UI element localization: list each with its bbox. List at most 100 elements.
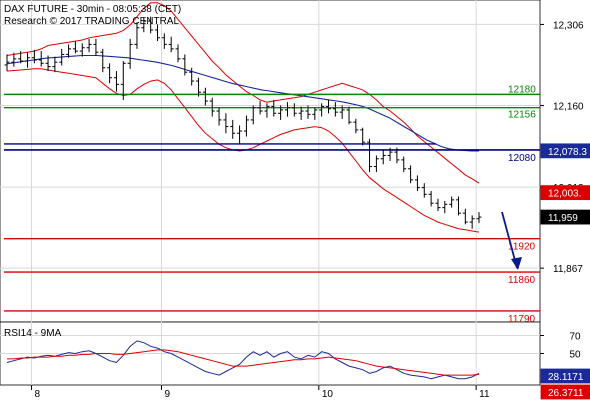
price-bar: [449, 196, 455, 208]
level-label-12156: 12156: [508, 110, 536, 121]
price-bar: [45, 55, 51, 72]
price-bar: [209, 97, 215, 117]
bollinger-upper-path: [6, 2, 480, 184]
price-bar: [141, 17, 147, 33]
price-bar: [148, 16, 154, 34]
price-bar: [264, 103, 270, 118]
price-bar: [408, 165, 414, 184]
tag-bollinger-text: 12,003.: [548, 189, 581, 200]
price-bar: [373, 155, 379, 173]
arrow-head: [511, 257, 522, 270]
price-bar: [284, 102, 290, 117]
y-tick-label: 11,867: [553, 264, 583, 275]
price-bar: [31, 49, 37, 64]
price-bar: [421, 183, 427, 198]
price-bar: [216, 107, 222, 126]
price-bar: [72, 41, 78, 54]
price-bar: [107, 63, 113, 84]
price-bar: [189, 67, 195, 86]
price-bar: [305, 105, 311, 119]
price-bar: [291, 103, 297, 117]
chart-copyright: Research © 2017 TRADING CENTRAL: [4, 16, 179, 27]
forecast-arrow: [501, 211, 522, 270]
price-bar: [455, 196, 461, 216]
y-tick-label: 12,160: [553, 101, 584, 112]
tag-moving-average-text: 12,078.3: [548, 147, 587, 158]
price-bar: [237, 125, 243, 145]
x-tick-label: 8: [35, 389, 41, 400]
price-bar: [79, 43, 85, 57]
price-bar: [100, 48, 106, 73]
price-bar: [332, 102, 338, 117]
price-bar: [175, 44, 181, 63]
tag-rsi-ma-box: [540, 384, 590, 400]
price-bar: [312, 107, 318, 120]
price-bar: [278, 105, 284, 120]
rsi-path: [6, 340, 480, 380]
tag-moving-average-box: [540, 143, 590, 159]
tag-rsi: 28.1171: [540, 368, 590, 384]
rsi-y-tick-label: 50: [569, 350, 581, 361]
price-bar: [469, 215, 475, 229]
price-bar: [113, 71, 119, 92]
price-tags: 12,078.3 12,003. 11,959 28.1171 26.3711: [540, 143, 590, 400]
price-bar: [196, 77, 202, 97]
y-tick-label: 12,306: [553, 20, 584, 31]
price-bar: [168, 36, 174, 53]
price-bar: [271, 99, 277, 117]
tag-rsi-box: [540, 368, 590, 384]
price-bar: [230, 119, 236, 139]
price-bar: [476, 212, 482, 224]
tag-last-price-box: [540, 209, 590, 225]
price-bar: [38, 51, 44, 67]
price-bar: [25, 52, 31, 68]
price-bar: [134, 22, 140, 49]
price-bar: [18, 51, 24, 64]
rsi-ma-path: [7, 349, 480, 376]
tag-bollinger: 12,003.: [540, 185, 590, 201]
level-label-11790: 11790: [508, 314, 536, 325]
price-bar: [326, 99, 332, 114]
tag-last-price-text: 11,959: [548, 213, 578, 224]
price-bar: [52, 56, 58, 73]
price-bar: [243, 115, 249, 137]
price-bar: [298, 106, 304, 120]
level-label-11920: 11920: [508, 242, 536, 253]
price-bar: [339, 105, 345, 119]
price-bar: [360, 127, 366, 146]
price-bar: [401, 156, 407, 173]
price-bar: [257, 101, 263, 115]
price-bar: [442, 200, 448, 214]
price-bar: [4, 54, 10, 72]
price-bar: [380, 149, 386, 165]
rsi-lines: [6, 340, 480, 380]
price-bar: [346, 106, 352, 125]
chart-title: DAX FUTURE - 30min - 08:05:38 (CET): [4, 4, 181, 15]
price-bar: [462, 208, 468, 225]
x-tick-label: 9: [164, 389, 170, 400]
price-bars: [4, 16, 482, 229]
price-bar: [120, 61, 126, 100]
price-bar: [414, 175, 420, 191]
price-bar: [435, 198, 441, 211]
price-bar: [182, 54, 188, 76]
price-bar: [223, 113, 229, 134]
price-bar: [59, 48, 65, 66]
horizontal-levels: 12180 12156 12080 11920 11860 11790: [4, 84, 540, 325]
price-bar: [353, 118, 359, 134]
price-bar: [394, 147, 400, 164]
price-bar: [319, 103, 325, 117]
tag-last-price: 11,959: [540, 209, 590, 225]
moving-average-path: [6, 54, 479, 152]
price-panel: [0, 0, 541, 323]
price-bar: [86, 38, 92, 53]
rsi-y-tick-label: 70: [569, 332, 581, 343]
price-bar: [250, 105, 256, 125]
price-bar: [161, 33, 167, 49]
x-tick-label: 11: [479, 389, 490, 400]
price-bar: [428, 190, 434, 207]
price-bar: [93, 38, 99, 56]
rsi-title: RSI14 - 9MA: [4, 328, 62, 339]
tag-rsi-ma: 26.3711: [540, 384, 590, 400]
